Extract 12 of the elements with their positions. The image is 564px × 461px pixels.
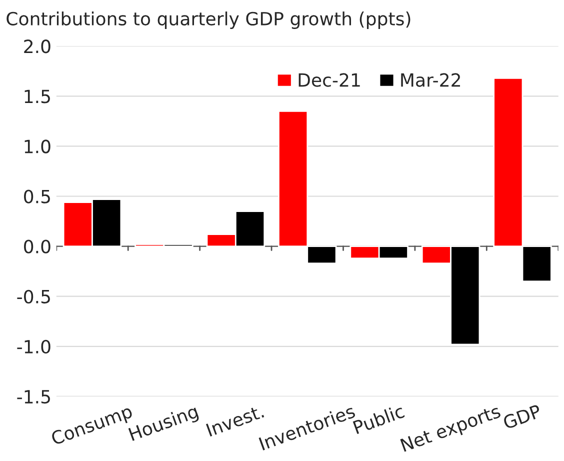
y-tick-label: -0.5 bbox=[17, 290, 50, 304]
legend-label: Dec-21 bbox=[298, 73, 360, 87]
y-tick-label: 0.0 bbox=[24, 240, 50, 254]
y-tick-label: 2.0 bbox=[24, 40, 50, 54]
y-tick-label: -1.5 bbox=[17, 390, 50, 404]
y-tick-label: -1.0 bbox=[17, 340, 50, 354]
y-tick-label: 0.5 bbox=[24, 190, 50, 204]
chart-title: Contributions to quarterly GDP growth (ppts) bbox=[6, 12, 410, 29]
y-tick-label: 1.0 bbox=[24, 140, 50, 154]
y-tick-label: 1.5 bbox=[24, 90, 50, 104]
x-tick-label: GDP bbox=[502, 404, 542, 430]
legend-label: Mar-22 bbox=[401, 73, 460, 87]
